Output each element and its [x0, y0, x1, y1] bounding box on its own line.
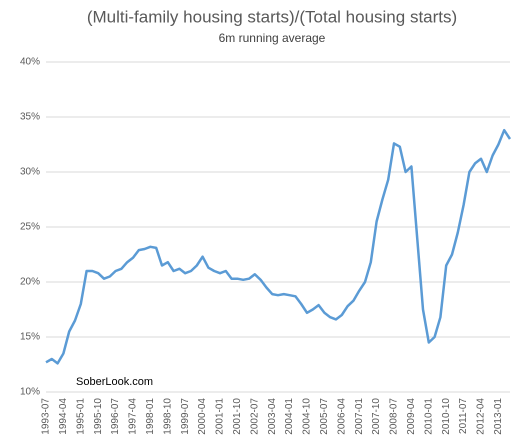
data-line — [45, 128, 512, 365]
x-tick-label: 1998-10 — [162, 398, 173, 435]
chart-subtitle: 6m running average — [219, 31, 326, 45]
y-tick-label: 40% — [20, 57, 40, 68]
x-tick-label: 2000-04 — [197, 398, 208, 435]
x-tick-label: 1993-07 — [41, 398, 52, 435]
x-tick-label: 2008-07 — [389, 398, 400, 435]
chart-title: (Multi-family housing starts)/(Total hou… — [87, 7, 457, 26]
x-tick-label: 2007-10 — [371, 398, 382, 435]
y-tick-label: 25% — [20, 222, 40, 233]
y-tick-label: 30% — [20, 167, 40, 178]
x-tick-label: 2013-01 — [493, 398, 504, 435]
x-tick-label: 2002-07 — [249, 398, 260, 435]
x-tick-label: 2010-01 — [423, 398, 434, 435]
x-tick-label: 2004-10 — [302, 398, 313, 435]
x-tick-label: 2001-10 — [232, 398, 243, 435]
x-tick-label: 2012-04 — [476, 398, 487, 435]
x-tick-label: 2011-07 — [458, 398, 469, 434]
y-tick-label: 15% — [20, 332, 40, 343]
x-tick-label: 1994-04 — [58, 398, 69, 435]
x-tick-label: 1995-10 — [93, 398, 104, 435]
x-tick-label: 2003-04 — [267, 398, 278, 435]
annotation: SoberLook.com — [76, 376, 153, 388]
x-tick-label: 1995-01 — [75, 398, 86, 435]
x-tick-label: 1999-07 — [180, 398, 191, 435]
x-tick-label: 2010-10 — [441, 398, 452, 435]
x-tick-label: 2005-07 — [319, 398, 330, 435]
y-tick-label: 10% — [20, 387, 40, 398]
y-tick-label: 20% — [20, 277, 40, 288]
x-tick-label: 2007-01 — [354, 398, 365, 435]
x-tick-label: 2006-04 — [336, 398, 347, 435]
x-tick-label: 1998-01 — [145, 398, 156, 435]
x-tick-label: 2009-04 — [406, 398, 417, 435]
y-tick-label: 35% — [20, 112, 40, 123]
x-tick-label: 1997-04 — [128, 398, 139, 435]
x-tick-label: 2004-01 — [284, 398, 295, 435]
x-tick-label: 1996-07 — [110, 398, 121, 435]
x-tick-label: 2001-01 — [215, 398, 226, 435]
